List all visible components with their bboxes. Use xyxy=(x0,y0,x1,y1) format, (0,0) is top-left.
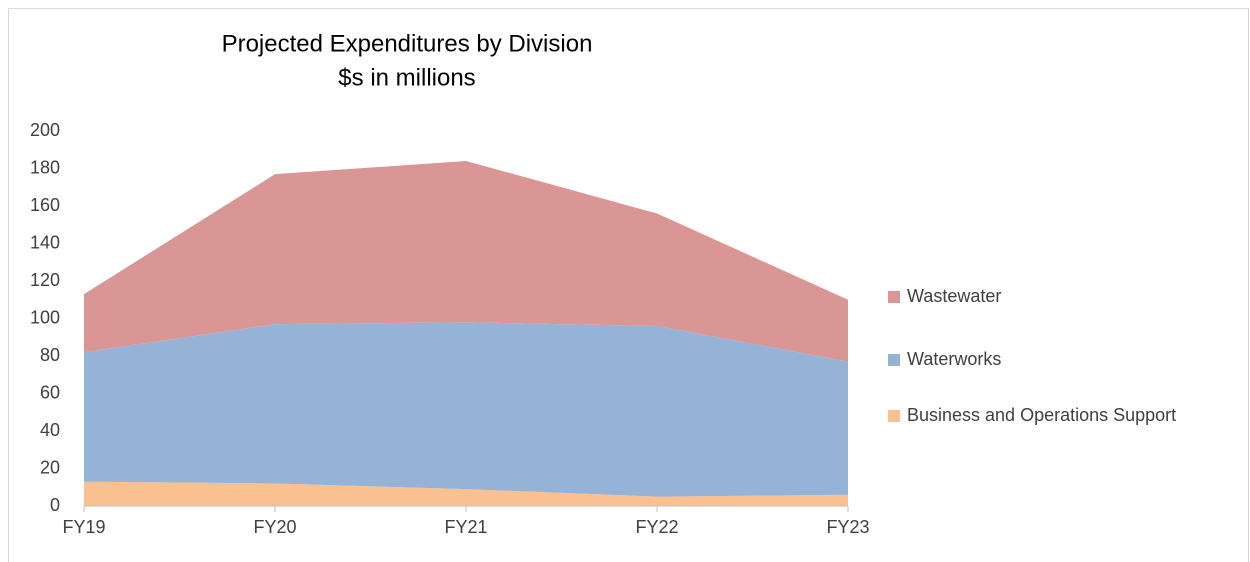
y-tick-label: 20 xyxy=(40,457,60,477)
x-tick-label: FY21 xyxy=(444,517,487,537)
y-tick-label: 140 xyxy=(30,232,60,252)
x-tick-label: FY20 xyxy=(253,517,296,537)
x-tick-label: FY23 xyxy=(826,517,869,537)
chart-border xyxy=(8,8,1249,562)
area xyxy=(84,322,848,497)
legend-swatch xyxy=(888,354,900,366)
chart-title: Projected Expenditures by Division xyxy=(222,30,593,57)
chart-subtitle: $s in millions xyxy=(338,64,475,91)
area xyxy=(84,481,848,506)
y-tick-label: 180 xyxy=(30,157,60,177)
y-tick-label: 160 xyxy=(30,195,60,215)
legend-label: Waterworks xyxy=(907,349,1001,369)
y-tick-label: 120 xyxy=(30,270,60,290)
y-tick-label: 60 xyxy=(40,382,60,402)
y-tick-label: 200 xyxy=(30,120,60,140)
legend-swatch xyxy=(888,410,900,422)
y-tick-label: 80 xyxy=(40,345,60,365)
legend-label: Wastewater xyxy=(907,286,1001,306)
y-tick-label: 0 xyxy=(50,495,60,515)
x-tick-label: FY22 xyxy=(635,517,678,537)
y-tick-label: 40 xyxy=(40,420,60,440)
legend-label: Business and Operations Support xyxy=(907,405,1176,425)
y-tick-label: 100 xyxy=(30,307,60,327)
legend-swatch xyxy=(888,291,900,303)
area xyxy=(84,161,848,362)
x-tick-label: FY19 xyxy=(62,517,105,537)
